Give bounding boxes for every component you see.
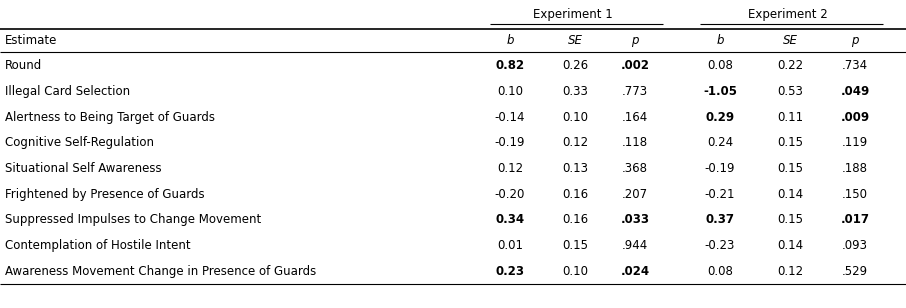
Text: .773: .773 — [622, 85, 648, 98]
Text: Experiment 1: Experiment 1 — [533, 8, 612, 21]
Text: 0.10: 0.10 — [497, 85, 523, 98]
Text: -0.21: -0.21 — [705, 188, 736, 201]
Text: 0.08: 0.08 — [707, 265, 733, 278]
Text: .734: .734 — [842, 59, 868, 72]
Text: 0.08: 0.08 — [707, 59, 733, 72]
Text: -0.20: -0.20 — [495, 188, 525, 201]
Text: .002: .002 — [621, 59, 650, 72]
Text: 0.33: 0.33 — [562, 85, 588, 98]
Text: Situational Self Awareness: Situational Self Awareness — [5, 162, 161, 175]
Text: 0.01: 0.01 — [497, 239, 523, 252]
Text: .368: .368 — [622, 162, 648, 175]
Text: Illegal Card Selection: Illegal Card Selection — [5, 85, 130, 98]
Text: 0.23: 0.23 — [496, 265, 525, 278]
Text: .164: .164 — [622, 111, 648, 124]
Text: .093: .093 — [842, 239, 868, 252]
Text: 0.34: 0.34 — [496, 213, 525, 226]
Text: .033: .033 — [621, 213, 650, 226]
Text: 0.24: 0.24 — [707, 136, 733, 149]
Text: p: p — [852, 34, 859, 47]
Text: Experiment 2: Experiment 2 — [747, 8, 827, 21]
Text: .944: .944 — [622, 239, 648, 252]
Text: Estimate: Estimate — [5, 34, 57, 47]
Text: 0.16: 0.16 — [562, 188, 588, 201]
Text: b: b — [717, 34, 724, 47]
Text: 0.15: 0.15 — [777, 162, 803, 175]
Text: 0.12: 0.12 — [496, 162, 523, 175]
Text: Frightened by Presence of Guards: Frightened by Presence of Guards — [5, 188, 205, 201]
Text: 0.22: 0.22 — [777, 59, 803, 72]
Text: SE: SE — [567, 34, 583, 47]
Text: Suppressed Impulses to Change Movement: Suppressed Impulses to Change Movement — [5, 213, 261, 226]
Text: .119: .119 — [842, 136, 868, 149]
Text: p: p — [631, 34, 639, 47]
Text: 0.15: 0.15 — [777, 213, 803, 226]
Text: 0.14: 0.14 — [777, 239, 803, 252]
Text: 0.37: 0.37 — [706, 213, 735, 226]
Text: SE: SE — [783, 34, 797, 47]
Text: -1.05: -1.05 — [703, 85, 737, 98]
Text: 0.13: 0.13 — [562, 162, 588, 175]
Text: b: b — [506, 34, 514, 47]
Text: .207: .207 — [622, 188, 648, 201]
Text: Alertness to Being Target of Guards: Alertness to Being Target of Guards — [5, 111, 215, 124]
Text: .024: .024 — [621, 265, 650, 278]
Text: -0.19: -0.19 — [495, 136, 525, 149]
Text: 0.15: 0.15 — [562, 239, 588, 252]
Text: Cognitive Self-Regulation: Cognitive Self-Regulation — [5, 136, 154, 149]
Text: .049: .049 — [841, 85, 870, 98]
Text: 0.82: 0.82 — [496, 59, 525, 72]
Text: .188: .188 — [842, 162, 868, 175]
Text: 0.10: 0.10 — [562, 265, 588, 278]
Text: .118: .118 — [622, 136, 648, 149]
Text: -0.14: -0.14 — [495, 111, 525, 124]
Text: -0.23: -0.23 — [705, 239, 735, 252]
Text: 0.26: 0.26 — [562, 59, 588, 72]
Text: .017: .017 — [841, 213, 870, 226]
Text: Awareness Movement Change in Presence of Guards: Awareness Movement Change in Presence of… — [5, 265, 316, 278]
Text: 0.15: 0.15 — [777, 136, 803, 149]
Text: 0.10: 0.10 — [562, 111, 588, 124]
Text: 0.12: 0.12 — [562, 136, 588, 149]
Text: 0.12: 0.12 — [777, 265, 803, 278]
Text: Contemplation of Hostile Intent: Contemplation of Hostile Intent — [5, 239, 190, 252]
Text: 0.14: 0.14 — [777, 188, 803, 201]
Text: .150: .150 — [842, 188, 868, 201]
Text: .009: .009 — [841, 111, 870, 124]
Text: .529: .529 — [842, 265, 868, 278]
Text: 0.16: 0.16 — [562, 213, 588, 226]
Text: 0.11: 0.11 — [777, 111, 803, 124]
Text: 0.29: 0.29 — [706, 111, 735, 124]
Text: Round: Round — [5, 59, 43, 72]
Text: 0.53: 0.53 — [777, 85, 803, 98]
Text: -0.19: -0.19 — [705, 162, 736, 175]
